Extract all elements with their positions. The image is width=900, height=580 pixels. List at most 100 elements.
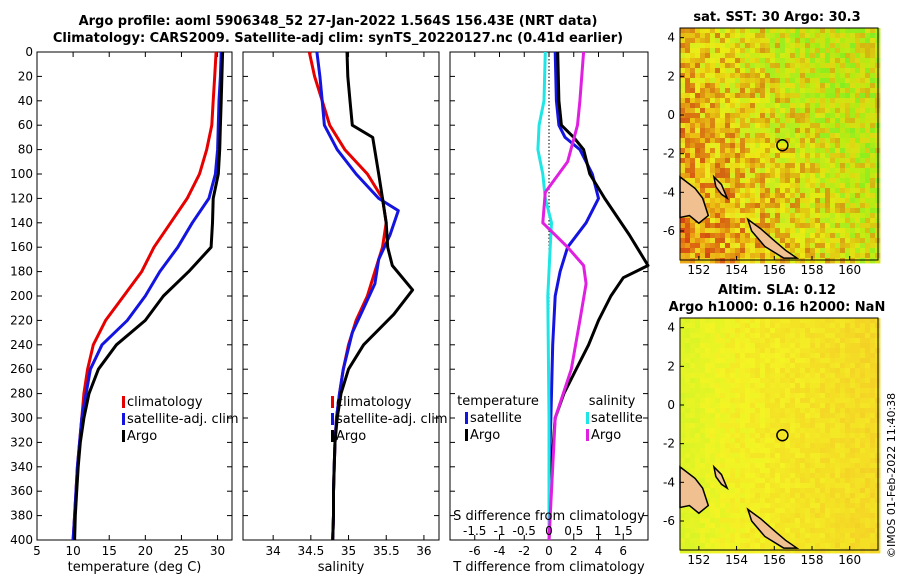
map-cell <box>750 213 756 219</box>
map-cell <box>700 473 706 479</box>
sla-map-title: Altim. SLA: 0.12 <box>718 283 836 298</box>
temperature-x-tick-label: 5 <box>33 544 41 558</box>
map-cell <box>780 128 786 134</box>
map-cell <box>795 128 801 134</box>
map-cell <box>735 158 741 164</box>
map-cell <box>710 198 716 204</box>
map-cell <box>865 118 871 124</box>
map-cell <box>805 98 811 104</box>
map-cell <box>805 483 811 489</box>
map-cell <box>790 388 796 394</box>
map-cell <box>755 393 761 399</box>
map-cell <box>790 218 796 224</box>
map-cell <box>835 393 841 399</box>
map-cell <box>730 153 736 159</box>
map-cell <box>680 388 686 394</box>
temperature-x-tick-label: 10 <box>65 544 80 558</box>
map-cell <box>710 98 716 104</box>
map-cell <box>760 423 766 429</box>
map-cell <box>840 253 846 259</box>
map-cell <box>780 418 786 424</box>
map-cell <box>810 358 816 364</box>
map-cell <box>860 133 866 139</box>
map-cell <box>800 473 806 479</box>
map-cell <box>780 428 786 434</box>
map-cell <box>725 418 731 424</box>
map-cell <box>780 68 786 74</box>
map-cell <box>735 418 741 424</box>
map-cell <box>715 523 721 529</box>
map-cell <box>860 463 866 469</box>
map-cell <box>720 453 726 459</box>
map-cell <box>870 83 876 89</box>
map-cell <box>855 463 861 469</box>
map-cell <box>765 433 771 439</box>
map-cell <box>715 203 721 209</box>
y-tick-label: 380 <box>10 509 33 523</box>
map-cell <box>870 323 876 329</box>
map-cell <box>870 118 876 124</box>
map-cell <box>705 68 711 74</box>
map-cell <box>730 223 736 229</box>
map-cell <box>730 68 736 74</box>
map-cell <box>805 543 811 549</box>
map-cell <box>740 143 746 149</box>
map-cell <box>680 523 686 529</box>
map-cell <box>770 368 776 374</box>
map-cell <box>745 78 751 84</box>
map-cell <box>865 513 871 519</box>
map-cell <box>685 523 691 529</box>
map-cell <box>805 28 811 34</box>
map-cell <box>770 393 776 399</box>
map-cell <box>730 183 736 189</box>
map-cell <box>750 398 756 404</box>
map-cell <box>700 83 706 89</box>
map-cell <box>715 528 721 534</box>
map-cell <box>705 233 711 239</box>
map-cell <box>745 418 751 424</box>
map-cell <box>815 493 821 499</box>
map-cell <box>805 448 811 454</box>
map-cell <box>700 48 706 54</box>
map-cell <box>745 68 751 74</box>
map-cell <box>680 128 686 134</box>
map-cell <box>805 218 811 224</box>
map-cell <box>690 253 696 259</box>
map-cell <box>705 323 711 329</box>
map-cell <box>700 338 706 344</box>
map-cell <box>835 83 841 89</box>
map-cell <box>710 223 716 229</box>
map-cell <box>860 328 866 334</box>
map-cell <box>750 533 756 539</box>
map-cell <box>805 83 811 89</box>
map-cell <box>810 318 816 324</box>
map-cell <box>720 533 726 539</box>
map-cell <box>760 128 766 134</box>
map-cell <box>800 208 806 214</box>
map-cell <box>690 388 696 394</box>
map-cell <box>805 463 811 469</box>
map-cell <box>740 533 746 539</box>
map-cell <box>800 113 806 119</box>
map-cell <box>710 243 716 249</box>
map-cell <box>845 53 851 59</box>
map-cell <box>730 213 736 219</box>
map-cell <box>765 63 771 69</box>
map-cell <box>775 503 781 509</box>
map-cell <box>765 453 771 459</box>
map-cell <box>830 383 836 389</box>
map-cell <box>835 353 841 359</box>
map-cell <box>725 388 731 394</box>
map-cell <box>800 83 806 89</box>
map-cell <box>800 68 806 74</box>
map-cell <box>755 238 761 244</box>
map-cell <box>785 408 791 414</box>
map-cell <box>755 253 761 259</box>
map-cell <box>785 328 791 334</box>
map-cell <box>825 183 831 189</box>
map-cell <box>870 103 876 109</box>
map-cell <box>810 508 816 514</box>
map-cell <box>790 428 796 434</box>
map-cell <box>715 218 721 224</box>
map-cell <box>740 133 746 139</box>
